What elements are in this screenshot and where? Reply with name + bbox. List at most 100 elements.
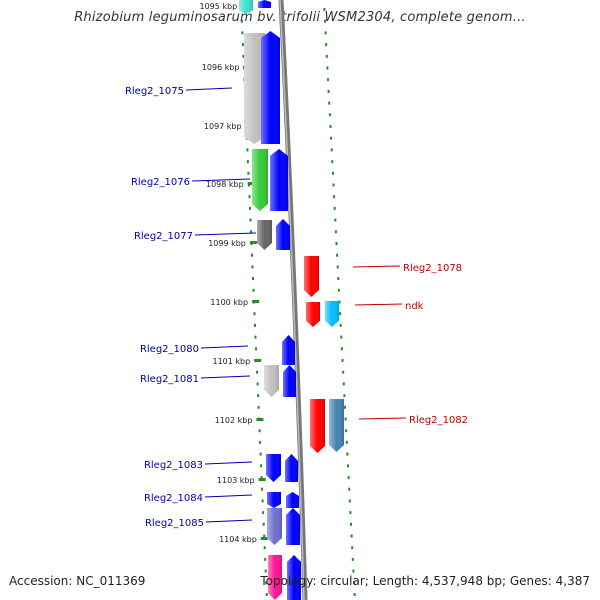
tick-column-left-mark	[252, 288, 255, 292]
tick-column-right-mark	[349, 511, 352, 515]
tick-column-right-mark	[324, 31, 327, 35]
tick-column-right-mark	[342, 370, 345, 374]
tick-column-right-mark	[326, 66, 329, 70]
gene-arrow-shade	[268, 555, 282, 600]
tick-column-right-mark	[353, 581, 355, 585]
tick-column-right-mark	[340, 347, 343, 351]
tick-column-right-mark	[351, 557, 354, 561]
tick-column-right-mark	[343, 394, 346, 398]
backbone-highlight	[279, 0, 305, 600]
tick-column-left-mark	[257, 405, 260, 409]
tick-column-right-mark	[335, 242, 338, 245]
tick-column-right-mark	[327, 78, 329, 82]
tick-column-right-mark	[347, 464, 349, 468]
tick-column-left-mark	[250, 230, 252, 234]
backbone-line	[278, 0, 308, 600]
page-title: Rhizobium leguminosarum bv. trifolii WSM…	[74, 10, 526, 25]
gene-label: ndk	[405, 301, 424, 312]
gene-label: Rleg2_1081	[140, 374, 199, 385]
scale-tick	[249, 241, 257, 244]
tick-column-right-mark	[331, 171, 334, 175]
tick-column-right-mark	[348, 499, 351, 503]
tick-column-right-mark	[331, 160, 334, 164]
tick-column-left-mark	[254, 335, 257, 339]
gene-label: Rleg2_1085	[145, 518, 204, 529]
tick-column-left-mark	[249, 206, 251, 210]
tick-column-right-mark	[337, 277, 340, 281]
tick-column-right-mark	[324, 19, 326, 23]
tick-column-right-mark	[348, 487, 351, 491]
scale-label: 1095 kbp	[199, 2, 237, 11]
tick-column-left-mark	[265, 593, 268, 596]
tick-column-right-mark	[345, 440, 348, 444]
scale-label: 1098 kbp	[206, 180, 244, 189]
gene-arrow-shade	[266, 454, 281, 482]
scale-label: 1097 kbp	[204, 122, 242, 131]
gene-arrow-shade	[304, 256, 319, 297]
tick-column-right-mark	[341, 359, 344, 362]
tick-column-right-mark	[351, 546, 354, 550]
tick-column-left-mark	[241, 43, 244, 47]
scale-label: 1100 kbp	[210, 298, 248, 307]
gene-arrow-shade	[282, 335, 295, 365]
gene-label: Rleg2_1083	[144, 460, 203, 471]
gene-label: Rleg2_1076	[131, 177, 190, 188]
tick-column-right-mark	[325, 54, 328, 58]
gene-label-leader	[204, 494, 253, 498]
tick-column-right-mark	[346, 452, 349, 456]
tick-column-right-mark	[347, 476, 350, 479]
gene-label: Rleg2_1077	[134, 231, 193, 242]
tick-column-right-mark	[323, 8, 326, 11]
tick-column-left-mark	[251, 265, 254, 269]
tick-column-left-mark	[246, 148, 249, 152]
tick-column-left-mark	[258, 429, 261, 433]
tick-column-right-mark	[332, 183, 335, 187]
gene-label-leader	[204, 461, 253, 465]
scale-label: 1103 kbp	[217, 476, 255, 485]
gene-label-leader	[205, 519, 253, 523]
tick-column-right-mark	[342, 382, 345, 386]
tick-column-right-mark	[333, 206, 336, 210]
scale-tick	[256, 418, 264, 421]
tick-column-right-mark	[327, 89, 330, 93]
tick-column-right-mark	[334, 218, 337, 222]
tick-column-left-mark	[248, 195, 251, 199]
gene-arrow-shade	[325, 301, 339, 327]
tick-column-right-mark	[337, 288, 340, 292]
tick-column-left-mark	[252, 277, 254, 281]
tick-column-left-mark	[240, 19, 243, 23]
tick-column-right-mark	[345, 429, 348, 433]
tick-column-right-mark	[329, 125, 332, 128]
gene-arrow-shade	[239, 0, 253, 14]
gene-arrow-shade	[258, 0, 271, 8]
gene-arrow-shade	[286, 508, 300, 545]
scale-tick	[252, 300, 260, 303]
tick-column-right-mark	[350, 522, 352, 526]
gene-arrow-shade	[267, 492, 281, 508]
gene-label-leader	[194, 232, 257, 236]
gene-arrow-shade	[276, 219, 290, 250]
tick-column-right-mark	[352, 569, 355, 573]
tick-column-left-mark	[265, 581, 268, 585]
gene-arrow-shade	[252, 149, 268, 211]
gene-arrow-shade	[270, 149, 288, 211]
gene-arrow-shade	[283, 365, 296, 397]
scale-tick	[258, 478, 266, 481]
tick-column-left-mark	[257, 394, 260, 398]
gene-label: Rleg2_1075	[125, 86, 184, 97]
scale-label: 1104 kbp	[219, 535, 257, 544]
tick-column-right-mark	[328, 101, 331, 105]
tick-column-right-mark	[353, 593, 356, 596]
tick-column-left-mark	[255, 347, 257, 351]
gene-label-leader	[354, 303, 403, 306]
tick-column-right-mark	[330, 148, 333, 152]
tick-column-left-mark	[246, 160, 249, 164]
tick-column-right-mark	[325, 43, 328, 47]
tick-column-left-mark	[263, 534, 266, 538]
gene-label-leader	[191, 178, 251, 182]
tick-column-right-mark	[340, 335, 343, 339]
tick-column-left-mark	[261, 487, 264, 491]
gene-arrow-shade	[310, 399, 325, 453]
tick-column-right-mark	[333, 195, 336, 199]
